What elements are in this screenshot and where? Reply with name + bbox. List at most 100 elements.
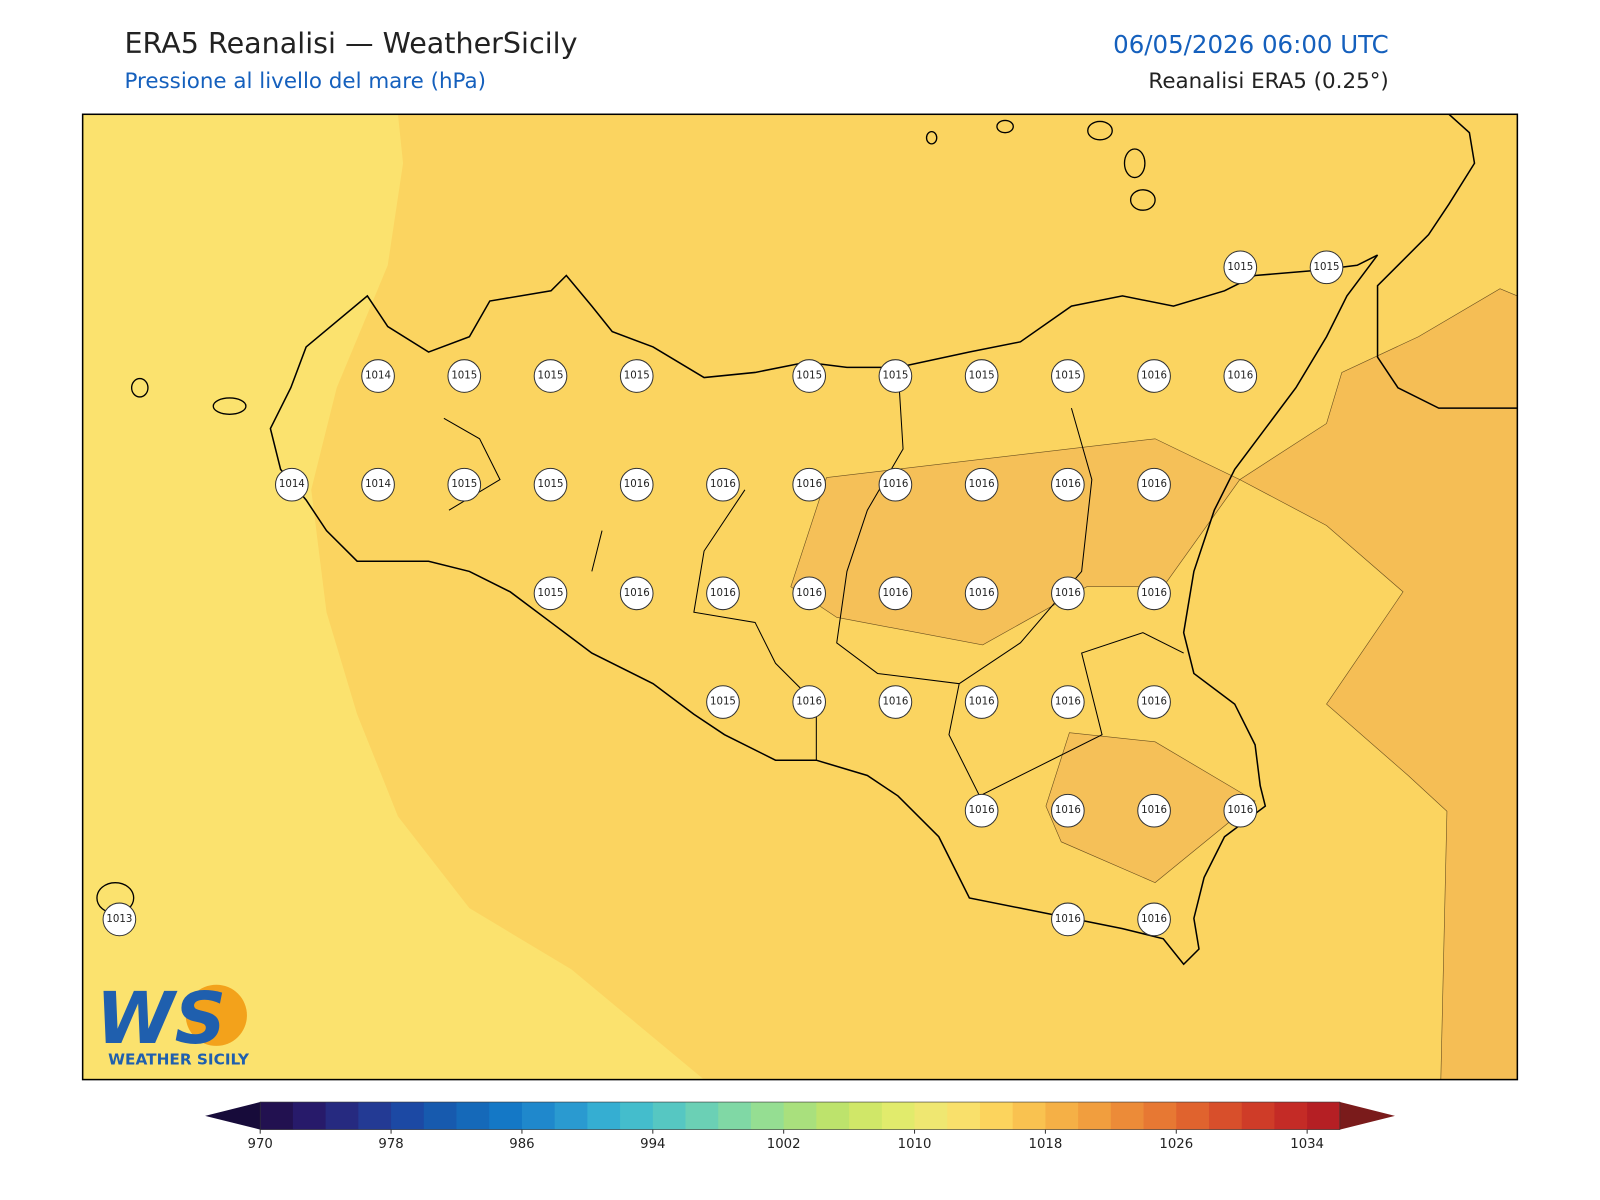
station-value: 1015 <box>451 479 477 490</box>
station-marker <box>1051 902 1085 937</box>
colorbar-box <box>1110 1102 1145 1130</box>
station-value: 1016 <box>882 479 908 490</box>
station-value: 1015 <box>1314 262 1340 273</box>
station-marker <box>619 359 654 393</box>
logo-name: WEATHER SICILY <box>108 1050 250 1068</box>
station: 1016 <box>1051 902 1085 937</box>
station-marker <box>964 685 999 719</box>
station-marker <box>706 685 740 719</box>
station-value: 1015 <box>796 371 822 382</box>
station-value: 1015 <box>624 371 650 382</box>
station: 1016 <box>1051 467 1085 502</box>
station-value: 1016 <box>1055 479 1081 490</box>
colorbar-box <box>456 1102 490 1130</box>
station-marker <box>275 467 309 502</box>
station-value: 1016 <box>1141 805 1167 816</box>
station-marker <box>878 467 913 502</box>
province-border <box>443 367 1184 797</box>
station-value: 1016 <box>969 588 995 599</box>
colorbar: 970 978 986 994 1002 1010 1018 1026 1034 <box>205 1101 1395 1152</box>
colorbar-box <box>489 1102 523 1130</box>
colorbar-over <box>1339 1102 1395 1130</box>
station-marker <box>706 467 740 502</box>
colorbar-box <box>1307 1102 1341 1130</box>
colorbar-box <box>358 1102 392 1130</box>
station-value: 1016 <box>710 479 736 490</box>
station-value: 1015 <box>538 371 564 382</box>
station-marker <box>1137 685 1171 719</box>
station-value: 1016 <box>882 697 908 708</box>
colorbar-box <box>521 1102 556 1130</box>
station: 1014 <box>361 359 395 393</box>
coastline <box>269 254 1379 966</box>
station-marker <box>1051 359 1085 393</box>
station-marker <box>792 576 827 611</box>
colorbar-box <box>587 1102 621 1130</box>
station-value: 1016 <box>1055 914 1081 925</box>
station-value: 1015 <box>969 371 995 382</box>
colorbar-box <box>1045 1102 1079 1130</box>
datetime: 06/05/2026 06:00 UTC <box>1113 30 1389 59</box>
colorbar-tick-label: 986 <box>509 1137 534 1152</box>
station: 1015 <box>706 685 740 719</box>
colorbar-box <box>979 1102 1014 1130</box>
station-value: 1016 <box>1055 588 1081 599</box>
station-value: 1016 <box>1055 697 1081 708</box>
station-marker <box>1051 793 1085 828</box>
station-marker <box>878 685 913 719</box>
station-value: 1015 <box>1055 371 1081 382</box>
station: 1016 <box>706 576 740 611</box>
station-marker <box>447 467 482 502</box>
station: 1016 <box>1137 902 1171 937</box>
colorbar-tick-label: 970 <box>248 1137 273 1152</box>
station-value: 1016 <box>882 588 908 599</box>
station-marker <box>1309 250 1344 285</box>
station: 1016 <box>964 467 999 502</box>
station-value: 1016 <box>969 479 995 490</box>
station: 1016 <box>792 685 827 719</box>
field-high <box>1239 288 1518 1080</box>
station: 1016 <box>878 576 913 611</box>
station-marker <box>792 467 827 502</box>
title: ERA5 Reanalisi — WeatherSicily <box>124 26 577 60</box>
station-value: 1014 <box>365 479 391 490</box>
station-marker <box>619 576 654 611</box>
station-marker <box>1137 467 1171 502</box>
station-value: 1016 <box>969 697 995 708</box>
station: 1016 <box>1137 467 1171 502</box>
colorbar-frame <box>259 1101 1341 1130</box>
colorbar-tick-label: 1018 <box>1029 1137 1063 1152</box>
station: 1016 <box>1137 685 1171 719</box>
colorbar-box <box>292 1102 327 1130</box>
colorbar-box <box>620 1102 654 1130</box>
station: 1015 <box>1309 250 1344 285</box>
colorbar-box <box>554 1102 588 1130</box>
station: 1015 <box>447 467 482 502</box>
coastline-calabria <box>1376 114 1518 409</box>
station-value: 1016 <box>1227 805 1253 816</box>
station-marker <box>964 793 999 828</box>
station-value: 1016 <box>624 588 650 599</box>
station: 1015 <box>533 576 568 611</box>
station-value: 1013 <box>106 914 132 925</box>
station-marker <box>964 359 999 393</box>
station-value: 1016 <box>1055 805 1081 816</box>
station-value: 1016 <box>1141 479 1167 490</box>
colorbar-box <box>391 1102 425 1130</box>
station: 1015 <box>619 359 654 393</box>
station-marker <box>706 576 740 611</box>
colorbar-box <box>1078 1102 1112 1130</box>
station: 1016 <box>1223 359 1258 393</box>
colorbar-box <box>783 1102 817 1130</box>
station: 1016 <box>619 467 654 502</box>
colorbar-box <box>914 1102 948 1130</box>
station-marker <box>878 576 913 611</box>
colorbar-box <box>325 1102 359 1130</box>
station-marker <box>533 467 568 502</box>
station-value: 1016 <box>1141 371 1167 382</box>
station-value: 1014 <box>279 479 305 490</box>
logo-mark: WS <box>96 977 226 1060</box>
station-value: 1016 <box>1227 371 1253 382</box>
station-value: 1016 <box>624 479 650 490</box>
station: 1015 <box>964 359 999 393</box>
